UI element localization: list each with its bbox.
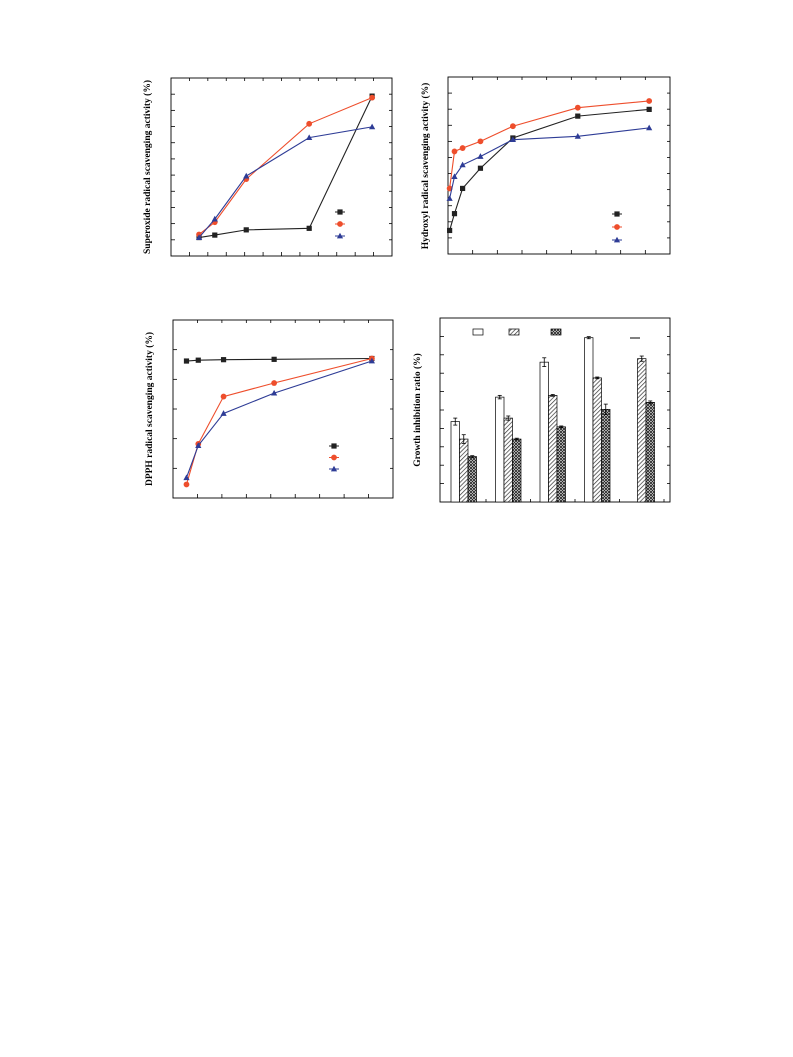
series-3-point: [446, 195, 453, 201]
bar-open: [539, 361, 549, 503]
series-3-point: [306, 134, 313, 141]
legend-marker-1: [337, 209, 343, 215]
series-3-point: [183, 474, 190, 481]
bar-open: [495, 396, 505, 503]
series-2-point: [451, 148, 458, 155]
legend-swatch-crosshatched: [550, 328, 562, 336]
series-1-point: [195, 357, 201, 363]
growth-inhibition-panel: Growth inhibition ratio (%): [412, 317, 671, 503]
series-2-point: [509, 123, 516, 130]
series-1-point: [477, 165, 484, 171]
legend-marker-3: [613, 236, 621, 243]
bar-hatched: [503, 417, 513, 503]
bar-open: [450, 421, 460, 503]
series-3-point: [369, 123, 376, 130]
series-2-point: [459, 145, 466, 151]
series-3-point: [195, 234, 203, 240]
series-2-line: [449, 100, 650, 189]
legend-swatch-open: [472, 328, 484, 336]
series-1-point: [447, 227, 453, 234]
series-1-point: [220, 357, 227, 363]
series-2-point: [183, 481, 190, 488]
series-3-point: [368, 357, 375, 364]
series-2-line: [185, 357, 373, 485]
series-3-point: [509, 136, 516, 143]
bar-crosshatched: [556, 426, 566, 503]
series-2-point: [306, 120, 313, 127]
series-3-point: [271, 389, 278, 396]
series-3-line: [198, 126, 373, 238]
series-1-point: [243, 227, 249, 233]
bar-hatched: [637, 358, 647, 503]
series-3-point: [646, 124, 653, 131]
series-3-point: [211, 215, 218, 222]
legend-marker-2: [337, 221, 343, 227]
series-1-point: [460, 185, 466, 192]
y-axis-label: Growth inhibition ratio (%): [412, 353, 423, 467]
series-1-line: [198, 95, 373, 239]
bar-open: [584, 337, 594, 503]
bar-hatched: [548, 395, 558, 503]
series-1-line: [186, 357, 372, 362]
bar-hatched: [459, 438, 469, 503]
superoxide-panel: Superoxide radical scavenging activity (…: [142, 77, 393, 257]
legend-marker-3: [336, 232, 344, 239]
series-1-point: [271, 356, 277, 362]
series-3-point: [477, 153, 484, 159]
series-2-point: [220, 393, 227, 400]
series-2-point: [574, 104, 581, 111]
series-3-point: [243, 172, 250, 179]
legend-marker-2: [331, 454, 337, 461]
series-1-point: [646, 106, 652, 112]
series-2-point: [271, 380, 278, 386]
y-axis-label: Superoxide radical scavenging activity (…: [142, 80, 153, 254]
dpph-panel: DPPH radical scavenging activity (%): [144, 319, 394, 499]
bar-crosshatched: [467, 456, 477, 503]
legend-marker-1: [614, 211, 620, 217]
bar-hatched: [592, 377, 602, 503]
series-3-line: [185, 360, 373, 478]
series-1-point: [183, 358, 190, 364]
series-3-point: [459, 161, 466, 168]
legend-marker-3: [330, 465, 338, 472]
bar-crosshatched: [645, 402, 655, 503]
series-3-point: [574, 132, 581, 139]
series-3-line: [449, 127, 650, 199]
plot-frame: [447, 76, 671, 255]
series-2-line: [198, 97, 373, 235]
series-3-point: [195, 442, 202, 448]
y-axis-label: DPPH radical scavenging activity (%): [144, 332, 155, 486]
series-1-point: [575, 113, 581, 119]
series-1-point: [212, 232, 218, 238]
y-axis-label: Hydroxyl radical scavenging activity (%): [420, 83, 431, 250]
legend-marker-1: [331, 443, 337, 449]
series-3-point: [220, 410, 227, 416]
bar-crosshatched: [512, 438, 522, 503]
hydroxyl-panel: Hydroxyl radical scavenging activity (%): [420, 76, 671, 255]
plot-frame: [172, 319, 394, 499]
series-1-point: [451, 211, 458, 217]
bar-crosshatched: [601, 409, 611, 503]
series-2-point: [477, 138, 484, 145]
legend-swatch-hatched: [508, 328, 520, 336]
series-2-point: [369, 94, 376, 101]
series-2-point: [646, 98, 653, 104]
series-1-point: [306, 225, 312, 231]
legend-marker-2: [614, 224, 620, 230]
series-3-point: [451, 173, 458, 180]
